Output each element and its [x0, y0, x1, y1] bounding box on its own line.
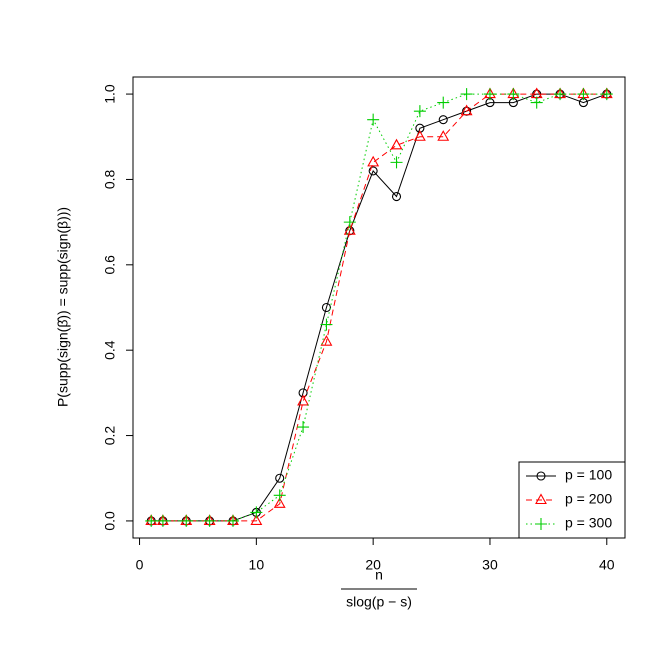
point [320, 335, 333, 346]
x-tick-label: 10 [249, 557, 265, 573]
point [368, 166, 378, 176]
point [413, 105, 426, 118]
point [275, 473, 285, 483]
point [437, 96, 450, 109]
point [390, 156, 403, 169]
x-label-numerator: n [375, 567, 383, 583]
series-line [151, 93, 607, 522]
plot-box [132, 76, 626, 539]
legend-label: p = 300 [565, 515, 612, 531]
series-line [151, 93, 607, 522]
legend-marker [536, 471, 546, 481]
point [530, 96, 543, 109]
point [507, 88, 520, 101]
point [320, 318, 333, 331]
point [273, 497, 286, 508]
point [367, 155, 380, 167]
series-line [151, 93, 607, 522]
x-tick-label: 20 [365, 557, 381, 573]
y-tick-label: 0.2 [102, 426, 118, 446]
point [437, 130, 450, 141]
point [413, 130, 426, 141]
point [297, 394, 310, 406]
y-tick-label: 0.0 [102, 511, 118, 531]
legend-label: p = 100 [565, 467, 612, 483]
point [460, 104, 473, 116]
point [145, 514, 158, 527]
point [460, 88, 473, 101]
point [343, 224, 356, 235]
point [367, 113, 380, 126]
y-axis-label: P(supp(sign(β̂)) = supp(sign(β))) [55, 207, 71, 407]
point [577, 88, 590, 101]
point [297, 421, 310, 434]
point [156, 514, 169, 527]
point [391, 191, 402, 202]
point [343, 216, 356, 229]
point [250, 514, 263, 525]
point [483, 88, 496, 101]
legend-marker [535, 518, 547, 530]
point [390, 138, 403, 150]
legend-marker [535, 493, 547, 505]
point [321, 302, 331, 313]
point [600, 88, 613, 101]
legend-label: p = 200 [565, 491, 612, 507]
point [180, 514, 193, 527]
point [226, 514, 239, 527]
x-label-denominator: slog(p − s) [346, 594, 412, 610]
x-tick-label: 40 [599, 557, 615, 573]
point [250, 506, 263, 519]
point [273, 489, 286, 502]
y-tick-label: 0.6 [102, 255, 118, 275]
y-tick-label: 1.0 [102, 84, 118, 104]
point [203, 514, 216, 527]
y-tick-label: 0.4 [102, 340, 118, 360]
x-tick-label: 0 [136, 557, 144, 573]
point [554, 88, 567, 101]
x-tick-label: 30 [482, 557, 498, 573]
y-tick-label: 0.8 [102, 170, 118, 190]
point [438, 115, 448, 125]
